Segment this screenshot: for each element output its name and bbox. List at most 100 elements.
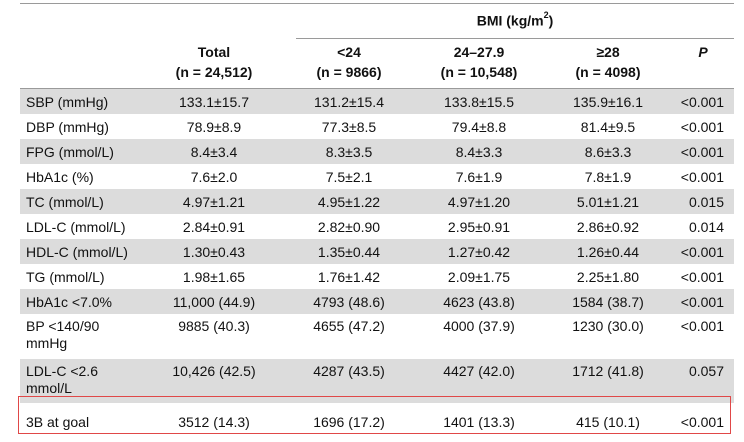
row-label: BP <140/90 mmHg	[26, 318, 100, 351]
cell-bmi-under-24: 131.2±15.4	[314, 93, 384, 110]
row-label: LDL-C <2.6 mmol/L	[26, 363, 98, 396]
column-count: (n = 9866)	[316, 64, 382, 80]
table-row: LDL-C <2.6 mmol/L 10,426 (42.5) 4287 (43…	[20, 359, 734, 403]
row-label: TG (mmol/L)	[26, 268, 105, 285]
cell-p-value: <0.001	[680, 243, 724, 260]
cell-total: 8.4±3.4	[190, 143, 238, 160]
row-label: DBP (mmHg)	[26, 118, 109, 135]
bmi-group-header: BMI (kg/m2)	[296, 10, 734, 34]
cell-p-value: <0.001	[680, 143, 724, 160]
cell-bmi-under-24: 8.3±3.5	[325, 143, 373, 160]
header-top-rule	[20, 3, 734, 4]
row-label: LDL-C (mmol/L)	[26, 218, 126, 235]
cell-bmi-under-24: 4287 (43.5)	[313, 363, 385, 379]
row-label: SBP (mmHg)	[26, 93, 109, 110]
row-label: HbA1c <7.0%	[26, 293, 112, 310]
column-count: (n = 24,512)	[175, 64, 253, 80]
row-label: HbA1c (%)	[26, 168, 94, 185]
cell-bmi-24-27: 2.95±0.91	[447, 218, 511, 235]
column-title: ≥28	[596, 44, 620, 60]
column-title: <24	[337, 44, 361, 60]
cell-bmi-under-24: 77.3±8.5	[321, 118, 377, 135]
cell-p-value: 0.057	[688, 363, 724, 379]
cell-bmi-24-27: 2.09±1.75	[447, 268, 511, 285]
table-row: TC (mmol/L) 4.97±1.21 4.95±1.22 4.97±1.2…	[20, 189, 734, 214]
cell-total: 78.9±8.9	[186, 118, 242, 135]
cell-bmi-28-plus: 7.8±1.9	[584, 168, 632, 185]
cell-p-value: <0.001	[680, 93, 724, 110]
bmi-group-rule	[296, 38, 734, 39]
cell-bmi-24-27: 1401 (13.3)	[443, 414, 515, 430]
cell-p-value: 0.015	[688, 193, 724, 210]
cell-bmi-under-24: 1.76±1.42	[317, 268, 381, 285]
cell-bmi-28-plus: 5.01±1.21	[576, 193, 640, 210]
bmi-group-label: BMI (kg/m	[476, 12, 544, 29]
cell-bmi-24-27: 7.6±1.9	[455, 168, 503, 185]
cell-bmi-28-plus: 1.26±0.44	[576, 243, 640, 260]
cell-bmi-24-27: 4623 (43.8)	[443, 293, 515, 310]
cell-bmi-28-plus: 2.25±1.80	[576, 268, 640, 285]
cell-bmi-24-27: 133.8±15.5	[444, 93, 514, 110]
column-title: P	[698, 44, 708, 60]
cell-p-value: <0.001	[680, 293, 724, 310]
table-row: 3B at goal 3512 (14.3) 1696 (17.2) 1401 …	[20, 403, 734, 441]
table-row: HDL-C (mmol/L) 1.30±0.43 1.35±0.44 1.27±…	[20, 239, 734, 264]
column-header-bmi-24-27: 24–27.9 (n = 10,548)	[414, 42, 544, 88]
cell-total: 3512 (14.3)	[178, 414, 250, 430]
table-row: SBP (mmHg) 133.1±15.7 131.2±15.4 133.8±1…	[20, 89, 734, 114]
row-label: FPG (mmol/L)	[26, 143, 114, 160]
cell-total: 2.84±0.91	[182, 218, 246, 235]
cell-p-value: <0.001	[680, 168, 724, 185]
column-header-total: Total (n = 24,512)	[144, 42, 284, 88]
cell-bmi-under-24: 1.35±0.44	[317, 243, 381, 260]
cell-bmi-28-plus: 8.6±3.3	[584, 143, 632, 160]
cell-total: 1.30±0.43	[182, 243, 246, 260]
cell-bmi-28-plus: 1584 (38.7)	[572, 293, 644, 310]
table-row: TG (mmol/L) 1.98±1.65 1.76±1.42 2.09±1.7…	[20, 264, 734, 289]
row-label: TC (mmol/L)	[26, 193, 104, 210]
column-header-bmi-under-24: <24 (n = 9866)	[284, 42, 414, 88]
cell-p-value: <0.001	[680, 414, 724, 430]
header-bottom-rule	[20, 88, 734, 89]
data-table: SBP (mmHg) 133.1±15.7 131.2±15.4 133.8±1…	[20, 89, 734, 441]
cell-bmi-28-plus: 415 (10.1)	[576, 414, 640, 430]
column-header-bmi-28-plus: ≥28 (n = 4098)	[544, 42, 672, 88]
table-row: HbA1c <7.0% 11,000 (44.9) 4793 (48.6) 46…	[20, 289, 734, 314]
cell-total: 1.98±1.65	[182, 268, 246, 285]
cell-bmi-28-plus: 135.9±16.1	[573, 93, 643, 110]
bmi-unit-superscript: 2	[543, 10, 549, 20]
cell-bmi-24-27: 1.27±0.42	[447, 243, 511, 260]
bmi-group-close: )	[548, 12, 554, 29]
cell-bmi-24-27: 4000 (37.9)	[443, 318, 515, 334]
column-header-p-value: P	[672, 42, 734, 88]
cell-bmi-under-24: 2.82±0.90	[317, 218, 381, 235]
cell-total: 7.6±2.0	[190, 168, 238, 185]
cell-bmi-24-27: 4427 (42.0)	[443, 363, 515, 379]
cell-bmi-under-24: 7.5±2.1	[325, 168, 373, 185]
cell-bmi-24-27: 79.4±8.8	[451, 118, 507, 135]
cell-p-value: 0.014	[688, 218, 724, 235]
cell-bmi-24-27: 4.97±1.20	[447, 193, 511, 210]
row-label: HDL-C (mmol/L)	[26, 243, 128, 260]
table-row: BP <140/90 mmHg 9885 (40.3) 4655 (47.2) …	[20, 314, 734, 359]
cell-p-value: <0.001	[680, 318, 724, 334]
cell-bmi-under-24: 4793 (48.6)	[313, 293, 385, 310]
table-row: LDL-C (mmol/L) 2.84±0.91 2.82±0.90 2.95±…	[20, 214, 734, 239]
column-title: Total	[197, 44, 231, 60]
cell-total: 9885 (40.3)	[178, 318, 250, 334]
column-count: (n = 10,548)	[440, 64, 518, 80]
column-count: (n = 4098)	[575, 64, 641, 80]
cell-bmi-under-24: 1696 (17.2)	[313, 414, 385, 430]
cell-bmi-24-27: 8.4±3.3	[455, 143, 503, 160]
table-row: DBP (mmHg) 78.9±8.9 77.3±8.5 79.4±8.8 81…	[20, 114, 734, 139]
row-label: 3B at goal	[26, 414, 90, 430]
cell-total: 10,426 (42.5)	[172, 363, 256, 379]
cell-total: 11,000 (44.9)	[172, 293, 256, 310]
cell-bmi-28-plus: 81.4±9.5	[580, 118, 636, 135]
cell-total: 133.1±15.7	[179, 93, 249, 110]
table-row: FPG (mmol/L) 8.4±3.4 8.3±3.5 8.4±3.3 8.6…	[20, 139, 734, 164]
cell-bmi-under-24: 4655 (47.2)	[313, 318, 385, 334]
cell-bmi-28-plus: 1712 (41.8)	[572, 363, 644, 379]
cell-bmi-under-24: 4.95±1.22	[317, 193, 381, 210]
cell-bmi-28-plus: 2.86±0.92	[576, 218, 640, 235]
